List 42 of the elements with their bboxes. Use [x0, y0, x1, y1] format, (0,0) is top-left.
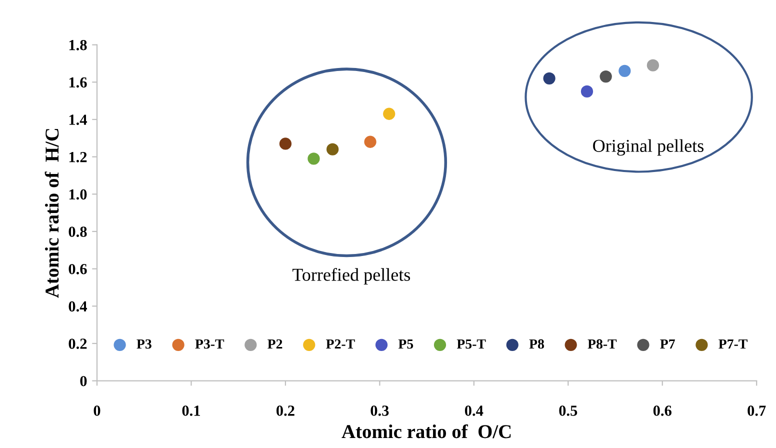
point: [543, 72, 556, 84]
y-tick-label: 0.4: [68, 301, 87, 312]
legend-label: P7: [660, 339, 675, 349]
y-tick-label: 1.8: [69, 40, 87, 50]
legend-label: P7-T: [718, 339, 748, 349]
x-tick-label: 0: [94, 406, 100, 416]
y-axis-title: Atomic ratio of H/C: [44, 128, 59, 298]
point: [646, 59, 660, 72]
y-tick-label: 1.2: [69, 152, 87, 162]
annotation: Torrefied pellets: [292, 268, 410, 285]
x-tick-label: 0.3: [370, 406, 389, 416]
annotation: Original pellets: [593, 139, 704, 156]
x-axis-title: Atomic ratio of O/C: [342, 424, 511, 438]
y-tick-label: 1.4: [69, 114, 87, 125]
x-tick-label: 0.7: [748, 406, 766, 416]
point: [308, 152, 320, 165]
y-tick-label: 0: [80, 376, 87, 386]
point: [383, 108, 396, 120]
point: [600, 70, 612, 83]
y-tick-label: 1.6: [69, 77, 87, 88]
legend-label: P8: [529, 339, 544, 349]
point: [279, 138, 292, 150]
legend-label: P2: [268, 339, 282, 349]
legend-label: P2-T: [326, 339, 355, 349]
legend-label: P8-T: [588, 339, 617, 349]
x-tick-label: 0.5: [559, 406, 578, 416]
point: [364, 136, 376, 148]
y-tick-label: 0.2: [68, 338, 87, 349]
y-tick-label: 1.0: [69, 189, 87, 200]
point: [618, 64, 631, 78]
legend-label: P5-T: [456, 339, 486, 349]
legend-label: P3: [136, 339, 152, 349]
x-tick-label: 0.6: [653, 406, 672, 416]
y-tick-label: 0.8: [68, 226, 87, 237]
legend-label: P5: [398, 339, 414, 349]
point: [326, 143, 339, 156]
x-tick-label: 0.2: [276, 406, 294, 416]
y-tick-label: 0.6: [68, 264, 87, 274]
x-tick-label: 0.4: [464, 406, 484, 416]
point: [580, 85, 594, 98]
x-tick-label: 0.1: [182, 406, 200, 416]
legend-label: P3-T: [195, 339, 224, 349]
